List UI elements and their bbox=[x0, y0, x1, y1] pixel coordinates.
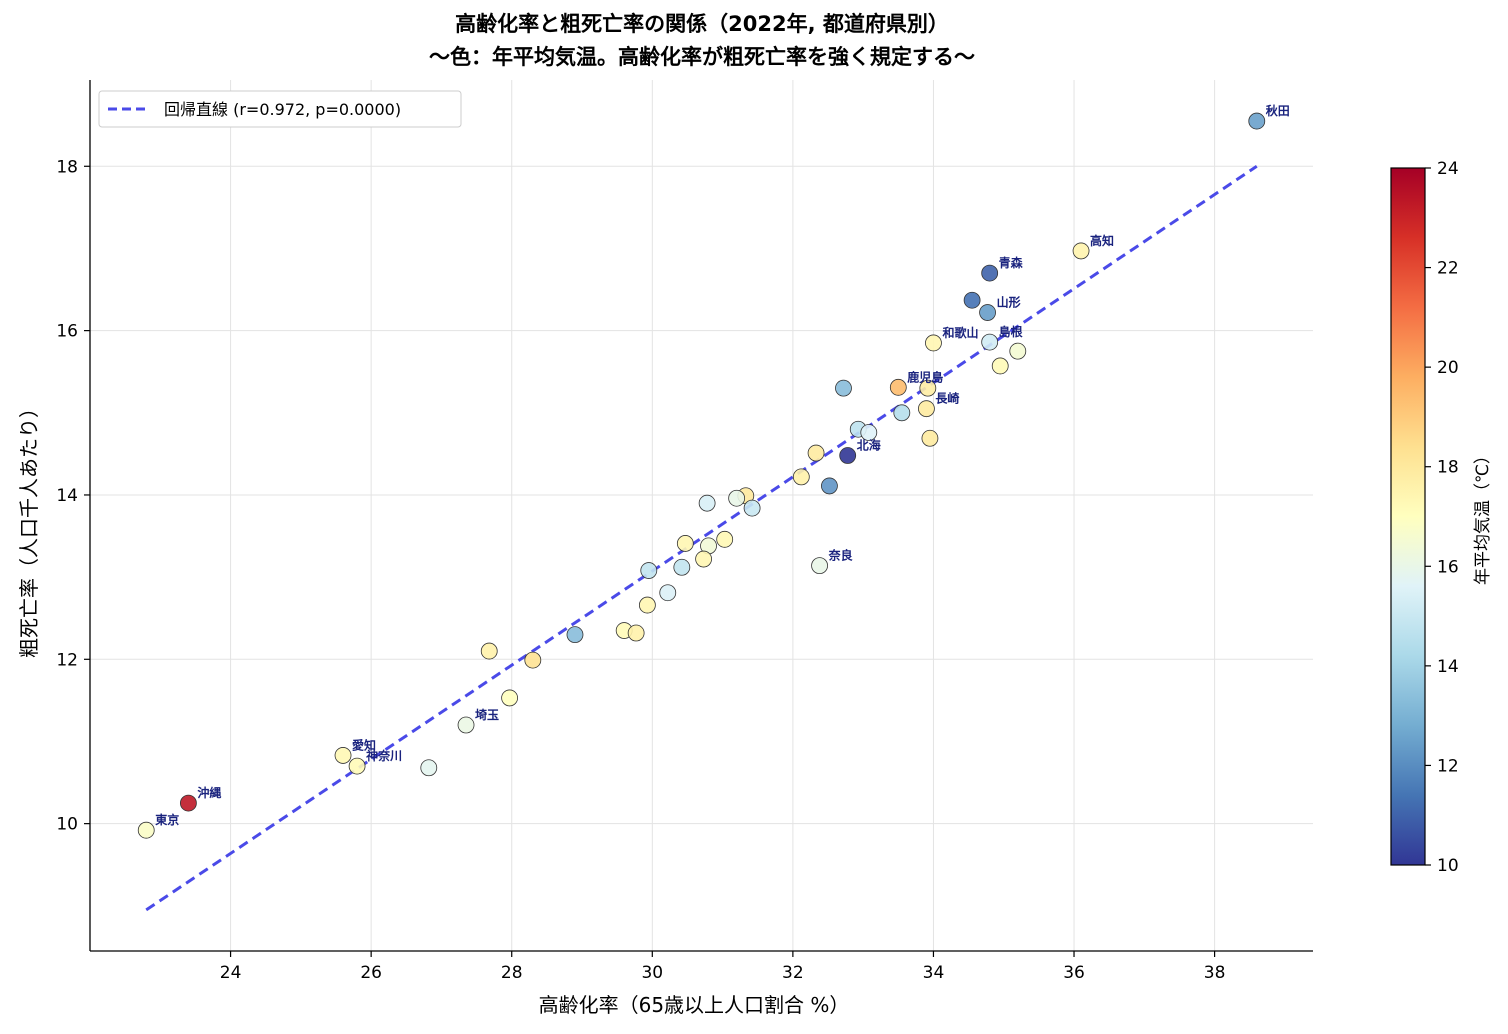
x-tick-label: 28 bbox=[501, 963, 523, 983]
data-point bbox=[1009, 342, 1027, 360]
data-point bbox=[918, 400, 935, 418]
legend-box bbox=[98, 90, 462, 128]
y-tick-label: 18 bbox=[56, 157, 78, 177]
data-point bbox=[792, 468, 810, 486]
legend-label: 回帰直線 (r=0.972, p=0.0000) bbox=[164, 100, 401, 119]
data-point bbox=[695, 550, 713, 568]
y-tick-label: 10 bbox=[56, 815, 78, 835]
colorbar-tick-label: 12 bbox=[1437, 756, 1459, 776]
data-point bbox=[420, 759, 438, 777]
regression-line bbox=[145, 165, 1258, 912]
colorbar-tick-label: 18 bbox=[1437, 458, 1459, 478]
data-point bbox=[811, 557, 828, 575]
data-point bbox=[659, 584, 677, 602]
axes bbox=[89, 80, 1313, 952]
data-point bbox=[921, 429, 939, 447]
data-point bbox=[334, 747, 352, 764]
point-label: 長崎 bbox=[935, 391, 959, 406]
data-point bbox=[698, 494, 716, 512]
data-point bbox=[889, 378, 907, 396]
grid-lines bbox=[90, 80, 1313, 951]
data-point bbox=[839, 447, 857, 464]
data-point bbox=[981, 264, 999, 282]
colorbar-label: 年平均気温（℃） bbox=[1473, 447, 1493, 585]
colorbar-gradient bbox=[1390, 167, 1426, 866]
point-label: 青森 bbox=[999, 255, 1024, 270]
point-label: 高知 bbox=[1090, 233, 1114, 248]
ticks: 24 26 28 30 32 34 36 38 10 12 14 16 18 bbox=[56, 157, 1225, 983]
data-point bbox=[991, 357, 1009, 375]
data-point bbox=[627, 624, 645, 642]
colorbar-tick-label: 14 bbox=[1437, 657, 1459, 677]
x-tick-label: 34 bbox=[923, 963, 945, 983]
point-label: 奈良 bbox=[828, 548, 853, 563]
legend: 回帰直線 (r=0.972, p=0.0000) bbox=[98, 90, 462, 128]
x-tick-label: 30 bbox=[641, 963, 663, 983]
data-point bbox=[860, 424, 878, 441]
x-tick-label: 24 bbox=[220, 963, 242, 983]
data-point bbox=[835, 379, 852, 397]
chart-title-line-2: 〜色：年平均気温。高齢化率が粗死亡率を強く規定する〜 bbox=[429, 45, 975, 69]
colorbar-ticks: 10 12 14 16 18 20 22 24 bbox=[1425, 159, 1459, 876]
data-point bbox=[640, 562, 658, 579]
data-point bbox=[673, 558, 691, 576]
chart-title-line-1: 高齢化率と粗死亡率の関係（2022年, 都道府県別） bbox=[455, 12, 949, 36]
data-point bbox=[480, 642, 498, 660]
y-axis-label: 粗死亡率（人口千人あたり） bbox=[17, 398, 41, 658]
data-point bbox=[348, 757, 366, 775]
colorbar-tick-label: 22 bbox=[1437, 259, 1459, 279]
point-label: 埼玉 bbox=[475, 707, 499, 722]
data-point bbox=[963, 291, 981, 309]
data-point bbox=[566, 626, 584, 644]
data-point bbox=[137, 821, 155, 839]
y-tick-label: 14 bbox=[56, 486, 78, 506]
point-label: 愛知 bbox=[352, 737, 376, 752]
data-point bbox=[925, 334, 942, 352]
data-point bbox=[501, 689, 519, 707]
data-point bbox=[979, 304, 996, 321]
point-label: 秋田 bbox=[1266, 103, 1290, 118]
x-tick-label: 26 bbox=[360, 963, 382, 983]
colorbar-tick-label: 20 bbox=[1437, 358, 1459, 378]
y-tick-label: 12 bbox=[56, 650, 78, 670]
data-points bbox=[137, 112, 1266, 839]
x-tick-label: 32 bbox=[782, 963, 804, 983]
data-point bbox=[1072, 242, 1090, 260]
point-label: 島根 bbox=[999, 324, 1023, 339]
colorbar: 10 12 14 16 18 20 22 24 年平均気温（℃） bbox=[1390, 159, 1493, 876]
x-tick-label: 36 bbox=[1063, 963, 1085, 983]
data-point bbox=[919, 379, 937, 397]
point-label: 鹿児島 bbox=[907, 369, 943, 384]
data-point bbox=[716, 530, 734, 548]
data-point bbox=[821, 477, 838, 495]
x-axis-label: 高齢化率（65歳以上人口割合 %） bbox=[539, 993, 850, 1017]
point-label: 北海 bbox=[857, 438, 881, 453]
point-label: 神奈川 bbox=[366, 748, 402, 763]
data-point bbox=[1248, 112, 1266, 130]
data-point bbox=[180, 794, 197, 812]
y-tick-label: 16 bbox=[56, 322, 78, 342]
data-point bbox=[807, 444, 825, 462]
data-point bbox=[728, 489, 746, 507]
data-point bbox=[524, 651, 542, 669]
colorbar-tick-label: 10 bbox=[1437, 856, 1459, 876]
data-point bbox=[743, 499, 761, 517]
x-tick-label: 38 bbox=[1204, 963, 1226, 983]
point-label: 山形 bbox=[997, 295, 1021, 310]
colorbar-tick-label: 24 bbox=[1437, 159, 1459, 179]
point-label: 沖縄 bbox=[197, 785, 221, 800]
data-point bbox=[676, 535, 694, 552]
colorbar-tick-label: 16 bbox=[1437, 557, 1459, 577]
regression-line-group bbox=[145, 165, 1258, 912]
data-point bbox=[457, 716, 475, 734]
data-point bbox=[893, 404, 911, 422]
point-label: 東京 bbox=[155, 812, 179, 827]
data-point bbox=[981, 333, 999, 351]
point-label: 和歌山 bbox=[941, 325, 978, 340]
data-point bbox=[638, 596, 656, 614]
